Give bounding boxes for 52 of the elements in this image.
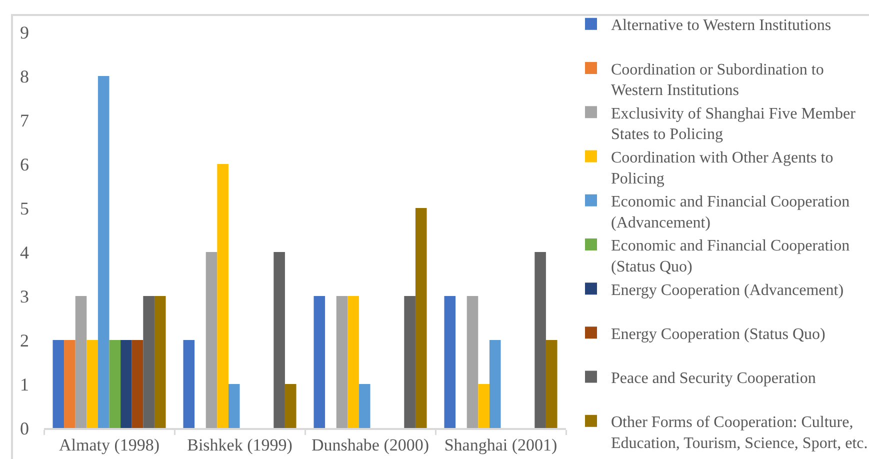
x-tick-label: Dunshabe (2000) bbox=[311, 435, 430, 454]
y-tick-label: 2 bbox=[20, 330, 29, 350]
bar bbox=[64, 340, 76, 428]
bar bbox=[183, 340, 195, 428]
bar bbox=[404, 296, 416, 428]
y-tick-label: 5 bbox=[20, 198, 29, 218]
y-tick-label: 9 bbox=[20, 22, 29, 42]
bar bbox=[284, 384, 296, 428]
y-tick-label: 1 bbox=[20, 374, 29, 394]
bar bbox=[444, 296, 456, 428]
legend-label: Coordination with Other Agents to Policing bbox=[611, 149, 834, 188]
x-tick-label: Shanghai (2001) bbox=[444, 435, 558, 454]
y-tick-label: 6 bbox=[20, 154, 29, 174]
bar bbox=[143, 296, 154, 428]
legend-label: Peace and Security Cooperation bbox=[611, 370, 816, 388]
legend-label: Energy Cooperation (Advancement) bbox=[611, 282, 844, 299]
legend-label: Economic and Financial Cooperation (Advancement) bbox=[611, 194, 850, 232]
x-tick-label: Bishkek (1999) bbox=[187, 435, 292, 454]
bar bbox=[489, 340, 501, 428]
y-tick-label: 8 bbox=[20, 66, 29, 86]
bar bbox=[478, 384, 490, 428]
bar bbox=[534, 252, 546, 428]
bar bbox=[314, 296, 326, 428]
bar bbox=[206, 252, 218, 428]
legend-label: Other Forms of Cooperation: Culture, Education, Tourism, Science, Sport, etc. bbox=[611, 414, 868, 452]
y-tick-label: 7 bbox=[20, 110, 29, 130]
bar bbox=[109, 340, 121, 428]
legend-label: Exclusivity of Shanghai Five Member States to Policing bbox=[611, 105, 856, 144]
bar bbox=[466, 296, 478, 428]
bar bbox=[120, 340, 132, 428]
bar bbox=[75, 296, 87, 428]
bar bbox=[358, 384, 370, 428]
bar bbox=[336, 296, 348, 428]
y-tick-label: 3 bbox=[20, 286, 29, 306]
y-tick-label: 0 bbox=[20, 418, 29, 438]
bar bbox=[274, 252, 285, 428]
bar bbox=[348, 296, 359, 428]
legend-label: Coordination or Subordination to Western Institutions bbox=[611, 61, 824, 100]
legend-label: Energy Cooperation (Status Quo) bbox=[611, 326, 826, 343]
bar bbox=[154, 296, 166, 428]
bar bbox=[98, 76, 110, 428]
bar bbox=[546, 340, 558, 428]
bar bbox=[228, 384, 240, 428]
bar bbox=[52, 340, 64, 428]
bar bbox=[86, 340, 98, 428]
bar bbox=[217, 164, 228, 428]
legend-label: Alternative to Western Institutions bbox=[611, 17, 832, 34]
bar bbox=[415, 208, 427, 428]
x-tick-label: Almaty (1998) bbox=[58, 435, 160, 454]
y-tick-label: 4 bbox=[20, 242, 29, 262]
legend-label: Economic and Financial Cooperation (Status Quo) bbox=[611, 238, 850, 276]
bar bbox=[132, 340, 144, 428]
